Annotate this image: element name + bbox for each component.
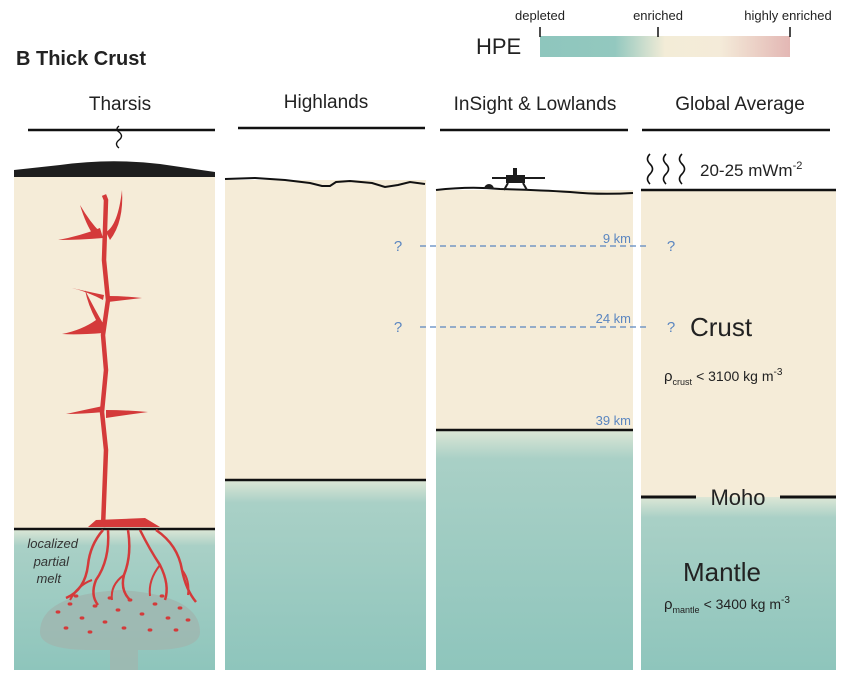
heat-flow-icon (646, 153, 686, 185)
highlands-surface (224, 176, 426, 189)
tharsis-crust (14, 175, 215, 529)
hpe-legend: HPE depleted enriched highly enriched (476, 8, 832, 59)
panel-title: B Thick Crust (16, 48, 146, 70)
mantle-density-label: ρmantle < 3400 kg m-3 (664, 595, 790, 615)
melt-label-line1: localized (27, 536, 78, 551)
unknown-depth-marker: ? (667, 238, 675, 255)
column-header-highlands: Highlands (284, 92, 369, 113)
unknown-depth-marker: ? (394, 238, 402, 255)
moho-label: Moho (710, 485, 765, 510)
global-crust (641, 190, 836, 497)
heat-flow-label: 20-25 mWm-2 (700, 160, 802, 180)
column-global-average: 20-25 mWm-2 Crust ρcrust < 3100 kg m-3 Mo… (641, 153, 836, 670)
legend-tick-depleted: depleted (515, 8, 565, 23)
column-header-tharsis: Tharsis (89, 94, 151, 115)
highlands-mantle (225, 480, 426, 670)
melt-label-line2: partial (33, 554, 71, 569)
insight-lander-icon (484, 168, 545, 191)
volcano-icon (14, 161, 215, 177)
column-insight-lowlands: 9 km 24 km 39 km (435, 168, 634, 670)
column-tharsis: localized partial melt (14, 125, 215, 670)
mantle-plume (40, 590, 200, 670)
column-highlands (224, 176, 426, 670)
column-headers: Tharsis Highlands InSight & Lowlands Glo… (28, 92, 830, 132)
smoke-icon (115, 125, 123, 149)
crust-label: Crust (690, 312, 753, 342)
depth-label-24km: 24 km (596, 311, 631, 326)
mantle-label: Mantle (683, 557, 761, 587)
unknown-depth-marker: ? (394, 319, 402, 336)
global-mantle (641, 497, 836, 670)
depth-label-39km: 39 km (596, 413, 631, 428)
column-header-insight-lowlands: InSight & Lowlands (454, 94, 617, 115)
insight-crust (436, 190, 633, 430)
legend-tick-enriched: enriched (633, 8, 683, 23)
insight-surface (435, 186, 634, 195)
unknown-depth-marker: ? (667, 319, 675, 336)
legend-gradient-bar (540, 36, 790, 57)
highlands-crust (225, 180, 426, 480)
insight-mantle (436, 430, 633, 670)
column-header-global-average: Global Average (675, 94, 805, 115)
melt-droplets (55, 594, 191, 634)
magma-conduit (58, 190, 197, 606)
legend-label: HPE (476, 34, 521, 59)
melt-label-line3: melt (36, 571, 62, 586)
depth-label-9km: 9 km (603, 231, 631, 246)
crust-density-label: ρcrust < 3100 kg m-3 (664, 367, 783, 387)
depth-guides: ? ? ? ? (394, 238, 675, 336)
legend-tick-highly-enriched: highly enriched (744, 8, 831, 23)
